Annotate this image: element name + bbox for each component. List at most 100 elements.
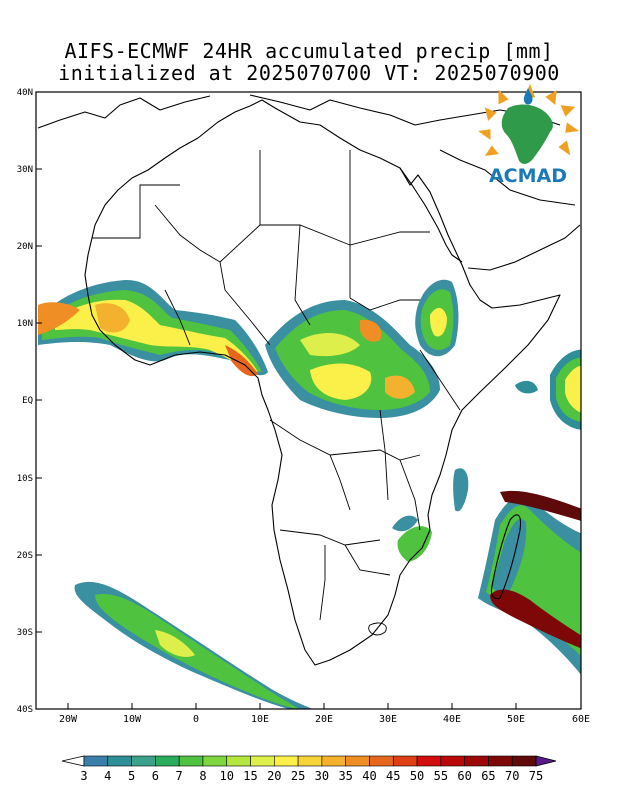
precip-colorbar: 3 4 5 6 7 8 10 15 20 25 30 35 40 45 50 55 60 65 70 75: [61, 755, 557, 783]
precip-central-inner2: [300, 333, 360, 357]
precip-field: [38, 279, 581, 709]
colorbar-swatch: [464, 755, 489, 767]
colorbar-swatch: [297, 755, 323, 767]
lon-label: 50E: [507, 714, 525, 725]
lon-label: 20W: [59, 714, 78, 725]
colorbar-label: 25: [291, 769, 305, 783]
lat-label: 40N: [17, 88, 33, 98]
colorbar-high-arrow: [535, 755, 557, 767]
red-sea-coast: [399, 167, 463, 263]
colorbar-label: 5: [128, 769, 135, 783]
colorbar-swatch: [107, 755, 132, 767]
coastlines: [37, 94, 581, 666]
precip-sw-ocean-dark: [500, 490, 581, 521]
colorbar-label: 60: [457, 769, 471, 783]
colorbar-swatch: [83, 755, 109, 767]
border-6: [349, 297, 420, 311]
lon-label: 10E: [251, 714, 269, 725]
precip-indian-ocean-east-inner: [565, 365, 581, 413]
border-9: [164, 289, 191, 346]
colorbar-label: 15: [243, 769, 257, 783]
border-17: [399, 459, 421, 531]
colorbar-swatch: [178, 755, 204, 767]
precip-coast-core: [225, 345, 258, 377]
precip-west-africa-core: [95, 303, 130, 333]
precip-sea-west: [38, 302, 80, 335]
border-1: [92, 184, 180, 239]
colorbar-swatch: [511, 755, 537, 767]
lon-label: 30E: [379, 714, 397, 725]
border-18: [368, 622, 387, 636]
colorbar-swatch: [155, 755, 180, 767]
colorbar-label: 3: [80, 769, 87, 783]
colorbar-swatch: [202, 755, 228, 767]
border-8: [224, 289, 271, 346]
precip-mozambique-outer: [392, 515, 418, 532]
border-11: [329, 449, 421, 461]
lon-label: 60E: [572, 714, 590, 725]
colorbar-swatch: [440, 755, 465, 767]
colorbar-swatch: [226, 755, 251, 767]
country-borders: [92, 150, 461, 636]
colorbar-label: 50: [410, 769, 424, 783]
lat-label: EQ: [22, 396, 33, 406]
axis-ticks: [36, 91, 582, 710]
border-10: [269, 419, 351, 511]
colorbar-swatch: [369, 755, 394, 767]
border-13: [319, 545, 326, 621]
colorbar-swatch: [274, 755, 299, 767]
precip-madagascar-band-inner: [492, 519, 527, 593]
lon-label: 0: [193, 714, 199, 725]
lat-label: 10N: [17, 319, 33, 329]
border-12: [279, 529, 381, 546]
border-2: [154, 204, 226, 291]
colorbar-swatch: [345, 755, 370, 767]
precip-central-inner: [310, 363, 372, 400]
colorbar-label: 6: [152, 769, 159, 783]
colorbar-swatch: [321, 755, 346, 767]
lat-label: 20S: [17, 551, 33, 561]
colorbar-label: 30: [315, 769, 329, 783]
colorbar-label: 4: [104, 769, 111, 783]
precip-south-atlantic-inner: [155, 630, 195, 657]
lat-label: 30S: [17, 628, 33, 638]
europe-coast: [37, 95, 211, 129]
lon-labels: 20W 10W 0 10E 20E 30E 40E 50E 60E: [59, 714, 590, 725]
border-7: [294, 224, 311, 326]
colorbar-label: 35: [338, 769, 352, 783]
lat-label: 40S: [17, 705, 33, 715]
lat-labels: 40N 30N 20N 10N EQ 10S 20S 30S 40S: [17, 88, 33, 715]
africa-sun-logo-icon: ACMAD: [478, 83, 579, 187]
lat-label: 20N: [17, 242, 33, 252]
border-15: [379, 409, 389, 501]
map-title-line2: initialized at 2025070700 VT: 2025070900: [58, 61, 560, 85]
colorbar-label: 8: [199, 769, 206, 783]
border-16: [419, 349, 461, 411]
precip-mozambique: [397, 526, 432, 562]
border-3: [219, 224, 351, 298]
arabia-south: [467, 224, 581, 271]
precip-ethiopia-inner: [430, 307, 447, 337]
precip-east-core: [360, 319, 382, 342]
colorbar-label: 45: [386, 769, 400, 783]
africa-coastline: [84, 99, 561, 666]
precip-indian-ocean-spot: [515, 380, 538, 394]
colorbar-label: 70: [505, 769, 519, 783]
arabia-coast: [439, 149, 576, 206]
colorbar-label: 20: [267, 769, 281, 783]
border-14: [344, 544, 391, 576]
precip-east-coast-strip: [453, 468, 469, 512]
logo-africa-shape: [501, 104, 553, 164]
colorbar-swatch: [250, 755, 275, 767]
logo-drop-icon: [523, 88, 533, 105]
colorbar-label: 7: [176, 769, 183, 783]
precip-madagascar-dark: [490, 589, 581, 649]
colorbar-label: 55: [434, 769, 448, 783]
precip-south-atlantic-mid: [95, 594, 299, 709]
lon-label: 10W: [123, 714, 142, 725]
colorbar-label: 10: [220, 769, 234, 783]
precip-lake-victoria-core: [385, 375, 415, 399]
lat-label: 30N: [17, 165, 33, 175]
colorbar-swatch: [488, 755, 513, 767]
